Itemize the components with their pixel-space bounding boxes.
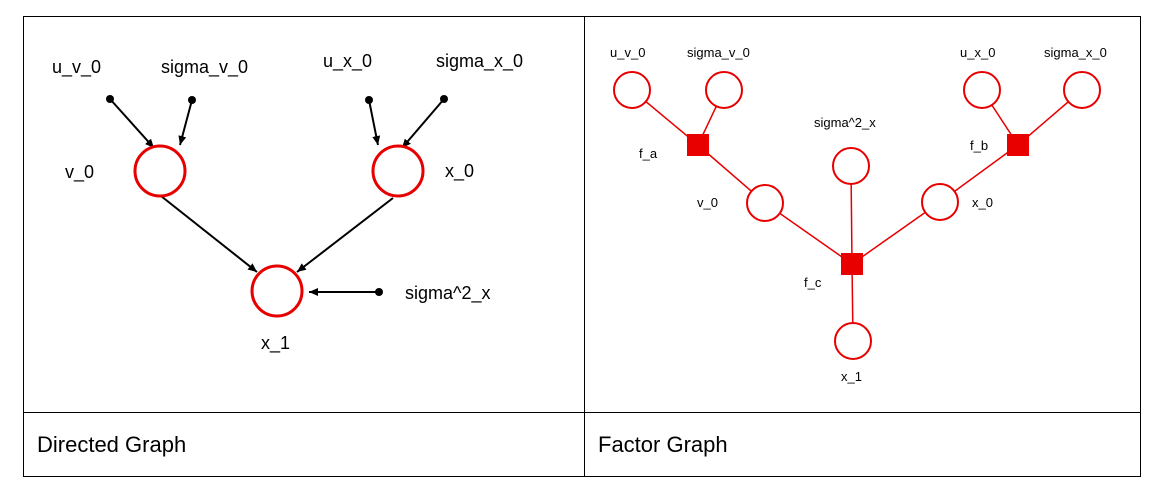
label-x_1: x_1 (261, 333, 290, 354)
label-u_x_0: u_x_0 (960, 45, 995, 60)
label-f_a: f_a (639, 146, 658, 161)
label-sigma_v_0: sigma_v_0 (161, 57, 248, 78)
var-v_0 (746, 184, 784, 222)
var-x_0 (921, 183, 959, 221)
label-x_0: x_0 (445, 161, 474, 182)
var-sigma2_x (832, 147, 870, 185)
node-x_0 (371, 144, 425, 198)
edge-sigma_x_0-x_0 (401, 98, 445, 149)
var-u_v_0 (613, 71, 651, 109)
edge-x_0-x_1 (296, 197, 394, 273)
edge-v_0-x_1 (160, 195, 258, 273)
label-sigma_v_0: sigma_v_0 (687, 45, 750, 60)
row-divider (24, 412, 1140, 413)
label-v_0: v_0 (65, 162, 94, 183)
label-sigma2_x: sigma^2_x (814, 115, 876, 130)
label-u_v_0: u_v_0 (610, 45, 645, 60)
edge-sigma_v_0-v_0 (178, 99, 193, 146)
var-u_x_0 (963, 71, 1001, 109)
var-sigma_x_0 (1063, 71, 1101, 109)
directed-graph: u_v_0 sigma_v_0 u_x_0 sigma_x_0 v_0 x_0 … (52, 51, 523, 354)
param-dot-sigma_x_0 (440, 95, 448, 103)
label-x_0: x_0 (972, 195, 993, 210)
label-u_x_0: u_x_0 (323, 51, 372, 72)
var-x_1 (834, 322, 872, 360)
label-u_v_0: u_v_0 (52, 57, 101, 78)
param-dot-sigma2_x (375, 288, 383, 296)
label-x_1: x_1 (841, 369, 862, 384)
factor-f_a (687, 134, 709, 156)
param-dot-u_x_0 (365, 96, 373, 104)
label-f_b: f_b (970, 138, 988, 153)
diagram-table: u_v_0 sigma_v_0 u_x_0 sigma_x_0 v_0 x_0 … (23, 16, 1141, 477)
param-dot-sigma_v_0 (188, 96, 196, 104)
label-sigma_x_0: sigma_x_0 (436, 51, 523, 72)
factor-f_b (1007, 134, 1029, 156)
caption-directed-graph: Directed Graph (37, 432, 187, 457)
factor-f_c (841, 253, 863, 275)
node-x_1 (250, 264, 304, 318)
label-v_0: v_0 (697, 195, 718, 210)
node-v_0 (133, 144, 187, 198)
label-sigma_x_0: sigma_x_0 (1044, 45, 1107, 60)
param-dot-u_v_0 (106, 95, 114, 103)
label-sigma2_x: sigma^2_x (405, 283, 490, 304)
label-f_c: f_c (804, 275, 822, 290)
factor-graph: u_v_0 sigma_v_0 u_x_0 sigma_x_0 sigma^2_… (610, 45, 1107, 384)
edge-u_v_0-v_0 (109, 98, 155, 149)
edge-u_x_0-x_0 (368, 99, 381, 146)
column-divider (584, 17, 585, 476)
caption-factor-graph: Factor Graph (598, 432, 728, 457)
var-sigma_v_0 (705, 71, 743, 109)
